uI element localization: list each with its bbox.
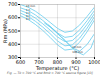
svg-text:Rm (MPa): Rm (MPa) (2, 19, 8, 43)
svg-text:10 min: 10 min (72, 46, 81, 49)
svg-text:1 h: 1 h (26, 8, 31, 12)
svg-text:4 h: 4 h (26, 14, 31, 18)
svg-text:800: 800 (52, 59, 63, 66)
svg-text:100 min: 100 min (72, 51, 83, 54)
svg-text:1000: 1000 (88, 59, 100, 65)
svg-text:700: 700 (8, 1, 18, 7)
svg-text:300: 300 (8, 54, 18, 61)
svg-text:600: 600 (16, 59, 26, 65)
svg-text:900: 900 (71, 59, 81, 66)
svg-text:Temperature (°C): Temperature (°C) (35, 65, 79, 72)
svg-text:700: 700 (34, 59, 44, 66)
svg-text:8 h: 8 h (26, 18, 30, 21)
svg-text:10 min: 10 min (26, 5, 36, 9)
svg-text:400: 400 (8, 41, 18, 47)
html-text:Fig. — T0 = 700 °C and Rm0 = 7: Fig. — T0 = 700 °C and Rm0 = 700 °C sour… (7, 71, 93, 75)
svg-text:500: 500 (8, 28, 18, 34)
svg-text:600: 600 (8, 14, 18, 20)
svg-text:2 h: 2 h (26, 11, 31, 15)
